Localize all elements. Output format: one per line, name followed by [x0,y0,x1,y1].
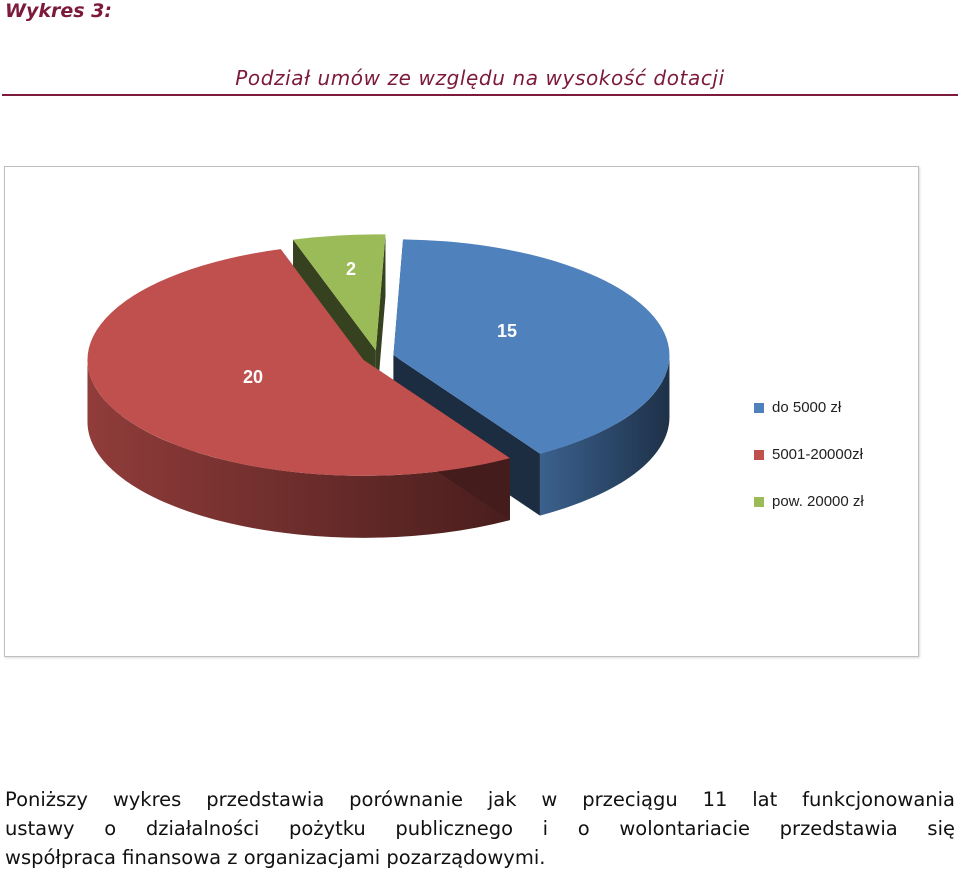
paragraph-line: Poniższy wykres przedstawia porównanie j… [5,788,955,811]
paragraph-line: ustawy o działalności pożytku publiczneg… [5,817,955,840]
chart-number-label: Wykres 3: [5,0,112,22]
data-label-2: 2 [346,259,356,279]
legend-label: do 5000 zł [772,399,842,416]
pie-data-labels: 15 20 2 [243,259,517,387]
pie-sides [87,355,670,538]
pie-slice-2 [293,234,386,351]
pie-cut-face-2 [375,234,386,413]
legend-item: 5001-20000zł [754,445,863,465]
legend-swatch [754,497,764,507]
pie-tops [87,234,670,476]
legend-label: 5001-20000zł [772,446,863,463]
title-divider [2,94,958,96]
legend-label: pow. 20000 zł [772,493,864,510]
data-label-0: 15 [497,321,517,341]
legend-item: pow. 20000 zł [754,492,864,512]
pie-side-1 [87,359,510,538]
pie-slice-1 [87,249,510,476]
pie-slice-0 [393,239,670,454]
chart-subtitle: Podział umów ze względu na wysokość dota… [235,66,725,90]
pie-side-0 [539,355,670,516]
legend-swatch [754,403,764,413]
paragraph-line: współpraca finansowa z organizacjami poz… [5,846,546,869]
legend-swatch [754,450,764,460]
data-label-1: 20 [243,367,263,387]
description-paragraph: Poniższy wykres przedstawia porównanie j… [5,785,955,872]
legend-item: do 5000 zł [754,398,841,418]
